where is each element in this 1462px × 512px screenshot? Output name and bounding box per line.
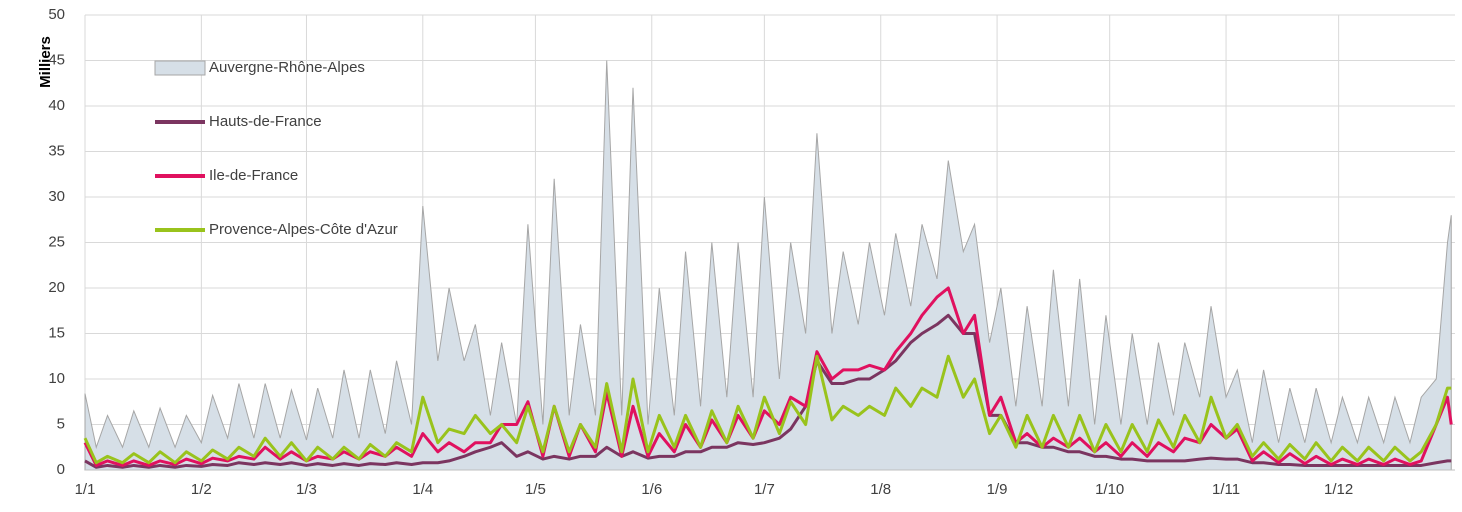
y-axis-label: Milliers: [37, 36, 54, 88]
y-tick-label: 40: [48, 97, 65, 114]
legend-label: Hauts-de-France: [209, 113, 322, 130]
legend-label: Provence-Alpes-Côte d'Azur: [209, 221, 398, 238]
y-tick-label: 5: [57, 415, 65, 432]
legend-swatch: [154, 60, 206, 76]
x-tick-label: 1/7: [754, 481, 775, 498]
y-tick-label: 45: [48, 51, 65, 68]
x-tick-label: 1/12: [1324, 481, 1353, 498]
y-tick-label: 30: [48, 188, 65, 205]
x-tick-label: 1/5: [525, 481, 546, 498]
legend-label: Ile-de-France: [209, 167, 298, 184]
line: [83, 354, 1452, 465]
y-tick-label: 25: [48, 233, 65, 250]
y-tick-label: 0: [57, 461, 65, 478]
x-tick-label: 1/1: [75, 481, 96, 498]
area: [84, 60, 1452, 471]
y-tick-label: 15: [48, 324, 65, 341]
x-tick-label: 1/4: [412, 481, 433, 498]
x-tick-label: 1/10: [1095, 481, 1124, 498]
x-tick-label: 1/11: [1212, 481, 1240, 498]
x-tick-label: 1/6: [641, 481, 662, 498]
y-tick-label: 35: [48, 142, 65, 159]
y-tick-label: 10: [48, 370, 65, 387]
x-tick-label: 1/3: [296, 481, 317, 498]
y-tick-label: 20: [48, 279, 65, 296]
x-tick-label: 1/2: [191, 481, 212, 498]
y-tick-label: 50: [48, 6, 65, 23]
line: [84, 313, 1452, 469]
legend-label: Auvergne-Rhône-Alpes: [209, 59, 365, 76]
x-tick-label: 1/8: [870, 481, 891, 498]
x-tick-label: 1/9: [987, 481, 1008, 498]
